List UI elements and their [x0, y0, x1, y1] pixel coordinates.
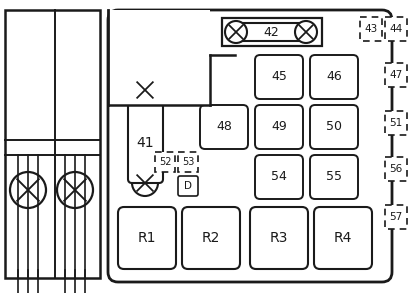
Bar — [221, 18, 321, 46]
FancyBboxPatch shape — [118, 207, 176, 269]
FancyBboxPatch shape — [182, 207, 240, 269]
Bar — [359, 17, 381, 41]
FancyBboxPatch shape — [249, 207, 307, 269]
Text: 43: 43 — [363, 24, 377, 34]
Bar — [384, 111, 406, 135]
Circle shape — [294, 21, 316, 43]
Circle shape — [132, 77, 158, 103]
Text: R4: R4 — [333, 231, 351, 245]
FancyBboxPatch shape — [108, 10, 391, 282]
Bar — [384, 17, 406, 41]
Text: 55: 55 — [325, 171, 341, 183]
Polygon shape — [108, 10, 209, 105]
Text: R2: R2 — [201, 231, 220, 245]
Bar — [154, 152, 175, 172]
Bar — [384, 157, 406, 181]
FancyBboxPatch shape — [178, 176, 197, 196]
Bar — [5, 10, 100, 278]
FancyBboxPatch shape — [309, 155, 357, 199]
FancyBboxPatch shape — [235, 23, 306, 41]
Text: R1: R1 — [138, 231, 156, 245]
Text: 57: 57 — [389, 212, 402, 222]
Text: 53: 53 — [181, 157, 194, 167]
Bar — [384, 205, 406, 229]
Text: 52: 52 — [158, 157, 171, 167]
Text: 49: 49 — [271, 120, 286, 134]
Circle shape — [224, 21, 247, 43]
Text: 51: 51 — [389, 118, 402, 128]
Circle shape — [10, 172, 46, 208]
FancyBboxPatch shape — [309, 105, 357, 149]
FancyBboxPatch shape — [313, 207, 371, 269]
FancyBboxPatch shape — [254, 155, 302, 199]
Text: 54: 54 — [271, 171, 286, 183]
FancyBboxPatch shape — [254, 105, 302, 149]
Text: 48: 48 — [216, 120, 231, 134]
Text: 46: 46 — [325, 71, 341, 84]
Text: D: D — [183, 181, 192, 191]
Bar — [384, 63, 406, 87]
Text: 45: 45 — [271, 71, 286, 84]
Text: 42: 42 — [263, 25, 278, 38]
Text: 50: 50 — [325, 120, 341, 134]
FancyBboxPatch shape — [254, 55, 302, 99]
Text: 47: 47 — [389, 70, 402, 80]
FancyBboxPatch shape — [128, 103, 163, 183]
Circle shape — [132, 170, 158, 196]
Bar — [178, 152, 197, 172]
FancyBboxPatch shape — [309, 55, 357, 99]
Circle shape — [57, 172, 93, 208]
Text: 56: 56 — [389, 164, 402, 174]
Text: 44: 44 — [389, 24, 402, 34]
Text: 41: 41 — [136, 136, 154, 150]
FancyBboxPatch shape — [199, 105, 247, 149]
Text: R3: R3 — [269, 231, 287, 245]
